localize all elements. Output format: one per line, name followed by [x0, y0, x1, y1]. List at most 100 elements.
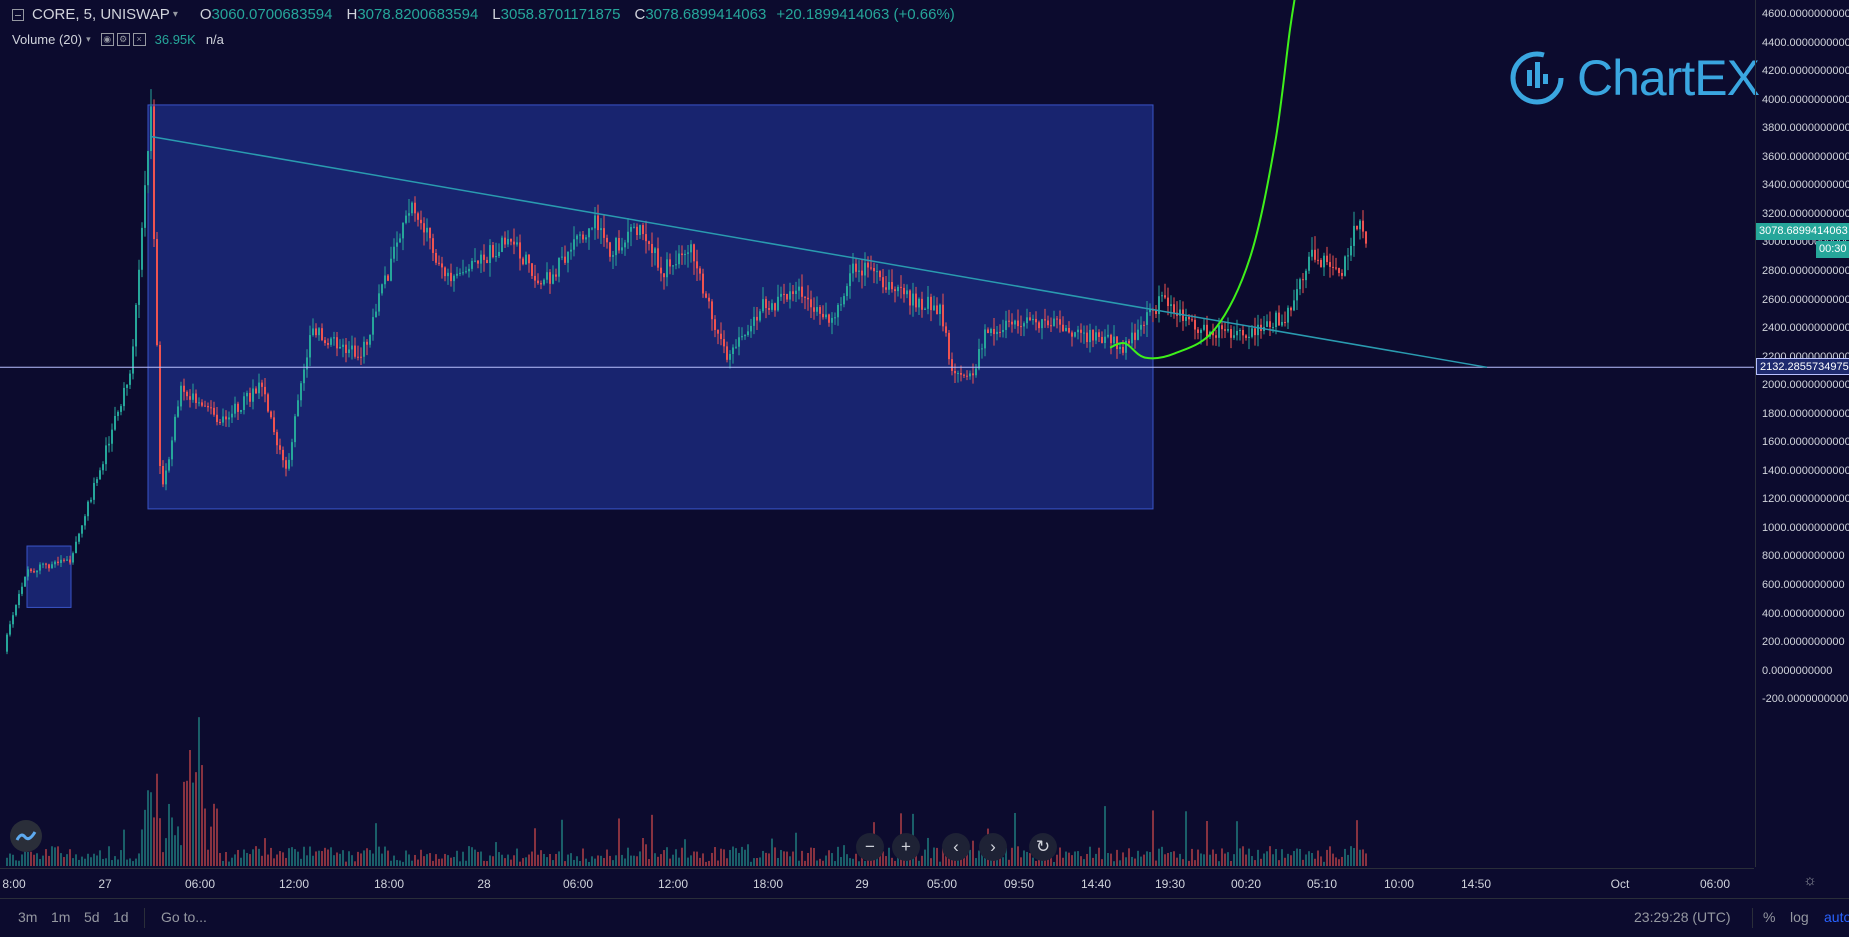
candle-body [165, 470, 167, 485]
price-axis[interactable]: 4600.0000000000 4400.0000000000 4200.00000… [1755, 0, 1849, 867]
candle-body [873, 267, 875, 272]
close-icon[interactable]: × [132, 33, 146, 46]
candle-body [591, 228, 593, 230]
collapse-icon[interactable] [12, 8, 24, 21]
candle-body [600, 228, 602, 231]
candle-body [9, 624, 11, 635]
volume-bar [1161, 846, 1163, 866]
volume-bar [594, 858, 596, 866]
volume-bar [1224, 853, 1226, 866]
zoom-in-button[interactable]: + [892, 833, 920, 861]
candle-body [339, 346, 341, 349]
candle-body [567, 251, 569, 263]
volume-bar [294, 849, 296, 866]
volume-bar [1200, 853, 1202, 866]
chart-pane[interactable]: CORE, 5, UNISWAP ▾ O 3060.0700683594 H 307… [0, 0, 1760, 867]
volume-bar [393, 855, 395, 866]
volume-bar [708, 860, 710, 866]
scroll-left-button[interactable]: ‹ [942, 833, 970, 861]
candle-body [813, 307, 815, 312]
candle-body [1059, 319, 1061, 325]
candle-body [153, 106, 155, 240]
reset-chart-button[interactable]: ↻ [1029, 833, 1057, 861]
chevron-down-icon[interactable]: ▾ [172, 9, 178, 20]
candle-body [1272, 327, 1274, 329]
candle-body [12, 615, 14, 625]
range-1d-button[interactable]: 1d [113, 909, 129, 925]
candle-body [915, 293, 917, 308]
candle-body [516, 242, 518, 245]
candle-body [858, 270, 860, 272]
candle-body [1302, 279, 1304, 281]
volume-bar [444, 853, 446, 866]
scroll-right-button[interactable]: › [979, 833, 1007, 861]
percent-toggle[interactable]: % [1763, 909, 1776, 925]
candle-body [483, 254, 485, 260]
candle-body [69, 559, 71, 563]
auto-toggle[interactable]: auto [1824, 909, 1849, 925]
candle-body [162, 466, 164, 485]
zoom-out-button[interactable]: − [856, 833, 884, 861]
volume-bar [1095, 853, 1097, 866]
volume-bar [1341, 856, 1343, 866]
volume-bar [1137, 850, 1139, 866]
candle-body [492, 245, 494, 258]
volume-bar [696, 851, 698, 866]
volume-bar [285, 857, 287, 866]
volume-bar [771, 838, 773, 866]
volume-bar [141, 829, 143, 866]
range-1m-button[interactable]: 1m [51, 909, 71, 925]
volume-bar [1017, 846, 1019, 866]
price-chart[interactable] [0, 0, 1754, 867]
time-axis[interactable]: 8:00 27 06:00 12:00 18:00 28 06:00 12:00 18:00 29… [0, 868, 1754, 898]
candle-body [1197, 329, 1199, 333]
open-key: O [199, 6, 212, 23]
volume-bar [1146, 851, 1148, 866]
go-to-button[interactable]: Go to... [161, 909, 207, 925]
volume-bar [756, 857, 758, 866]
candle-body [66, 559, 68, 561]
clock[interactable]: 23:29:28 (UTC) [1634, 909, 1731, 925]
candle-body [894, 289, 896, 292]
range-3m-button[interactable]: 3m [18, 909, 38, 925]
volume-title[interactable]: Volume (20) [12, 32, 83, 47]
symbol-title[interactable]: CORE, 5, UNISWAP [32, 6, 170, 23]
eye-icon[interactable]: ◉ [100, 33, 114, 46]
candle-body [180, 385, 182, 407]
volume-bar [354, 861, 356, 866]
volume-bar [426, 854, 428, 866]
candle-body [627, 231, 629, 243]
candle-body [909, 290, 911, 306]
volume-bar [855, 853, 857, 866]
candle-body [522, 258, 524, 265]
candle-body [423, 223, 425, 233]
log-toggle[interactable]: log [1790, 909, 1809, 925]
candle-body [768, 308, 770, 310]
gear-icon[interactable]: ☼ [1803, 872, 1817, 889]
volume-bar [1008, 859, 1010, 866]
range-5d-button[interactable]: 5d [84, 909, 100, 925]
volume-bar [165, 838, 167, 866]
candle-body [1248, 336, 1250, 338]
candle-body [867, 262, 869, 268]
candle-body [588, 228, 590, 238]
volume-bar [9, 853, 11, 866]
tradingview-logo-icon[interactable] [10, 820, 42, 852]
price-tick-label: 800.0000000000 [1762, 550, 1845, 563]
volume-bar [54, 847, 56, 866]
candle-body [660, 267, 662, 274]
volume-bar [633, 855, 635, 866]
volume-bar [375, 823, 377, 866]
chevron-down-icon[interactable]: ▾ [86, 34, 91, 44]
time-tick-label: 12:00 [278, 877, 310, 891]
time-tick-label: Oct [1610, 877, 1630, 891]
volume-bar [660, 854, 662, 866]
volume-bar [1233, 854, 1235, 866]
gear-icon[interactable]: ⚙ [116, 33, 130, 46]
volume-bar [846, 854, 848, 866]
candle-body [618, 238, 620, 251]
volume-bar [699, 857, 701, 866]
candle-body [336, 337, 338, 349]
candle-body [726, 346, 728, 360]
candle-body [402, 222, 404, 239]
